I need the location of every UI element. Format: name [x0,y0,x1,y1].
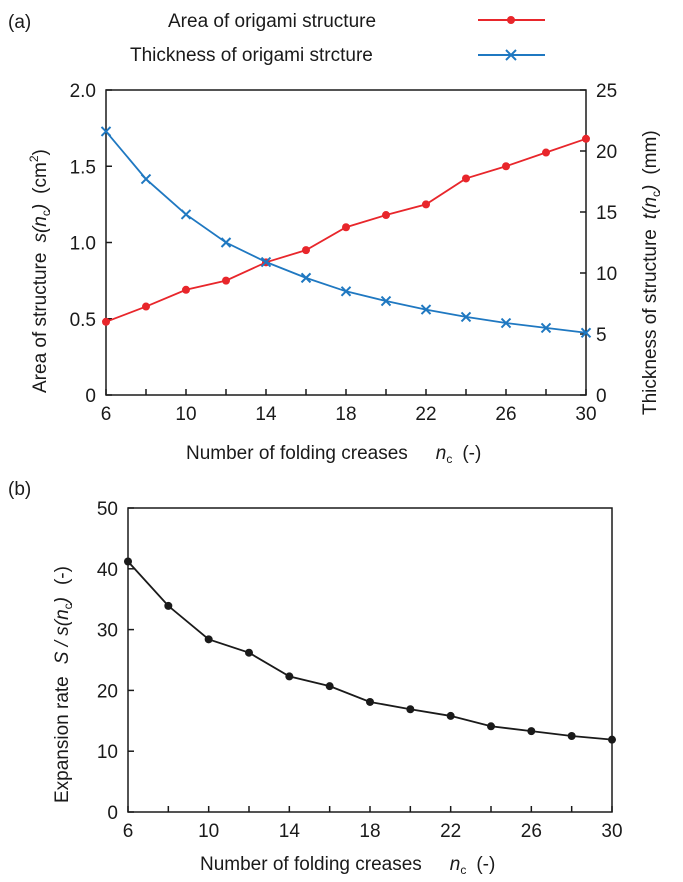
y-tick-label: 50 [97,499,118,520]
y-tick-label: 0.5 [70,310,96,331]
x-tick-label: 10 [175,404,196,425]
data-point [124,557,132,566]
legend-label-area: Area of origami structure [168,11,376,32]
data-point [340,286,352,297]
x-axis-ticks-a: 6 10 14 18 22 26 30 [101,389,597,425]
data-point [446,711,455,720]
data-point [164,601,173,610]
x-tick-label: 22 [415,404,436,425]
data-point [285,672,294,681]
legend-marker-thickness [505,49,517,61]
plot-frame-a [105,89,587,396]
y-tick-label: 10 [596,264,617,285]
y-tick-label: 30 [97,621,118,642]
data-point [500,317,512,329]
data-point [220,237,232,248]
legend-marker-area [507,16,515,24]
data-point [487,722,495,731]
y-tick-label: 20 [97,681,118,702]
y-tick-label: 2.0 [70,81,96,102]
data-point [204,635,213,644]
y-left-axis-ticks-a: 0 0.5 1.0 1.5 2.0 [70,81,112,407]
y-tick-label: 10 [97,742,118,763]
y-tick-label: 0 [596,386,607,407]
data-point [142,302,150,311]
legend-label-thickness: Thickness of origami strcture [130,45,373,66]
data-point [300,272,312,284]
y-tick-label: 1.5 [70,157,96,178]
data-point [342,223,350,232]
y-tick-label: 5 [596,325,607,346]
y-axis-label-b: Expansion rateS / s(nc)(-) [52,566,75,803]
x-tick-label: 30 [601,821,622,842]
data-point [245,648,253,657]
data-point [580,327,592,338]
y-tick-label: 20 [596,142,617,163]
data-point [527,727,536,736]
y-tick-label: 15 [596,203,617,224]
data-point [182,285,190,294]
y-right-axis-ticks-a: 0 5 10 15 20 25 [580,81,617,407]
panel-a-label: (a) [8,12,31,33]
x-tick-label: 26 [495,404,516,425]
data-point [140,173,152,185]
y-tick-label: 0 [85,386,96,407]
y-right-axis-label-a: Thickness of structuret(nc)(mm) [640,130,663,415]
data-point [302,246,310,255]
series-line [127,560,613,741]
x-tick-label: 14 [279,821,301,842]
data-point [260,256,272,268]
x-tick-label: 30 [575,404,596,425]
x-tick-label: 6 [101,404,112,425]
data-point [542,148,550,157]
data-point [567,732,576,740]
x-tick-label: 26 [521,821,542,842]
series-line [105,130,587,334]
data-point [422,200,430,209]
y-left-axis-label-a: Area of structures(nc)(cm2) [27,149,53,393]
panel-b-label: (b) [8,479,31,500]
x-axis-label-a: Number of folding creases nc (-) [186,443,481,466]
data-point [366,697,374,706]
plot-frame-b [127,507,613,813]
x-tick-label: 14 [255,404,277,425]
data-point [382,211,390,220]
series-group-a [100,126,592,338]
data-point [502,162,510,171]
y-tick-label: 25 [596,81,617,102]
data-point [325,682,334,691]
data-point [462,174,470,183]
panel-b: (b) 6 10 14 18 22 26 30 0 10 20 30 40 50 Number of … [8,479,623,877]
x-tick-label: 10 [198,821,219,842]
data-point [180,209,192,220]
x-tick-label: 6 [123,821,134,842]
x-tick-label: 22 [440,821,461,842]
x-tick-label: 18 [335,404,356,425]
data-point [222,276,230,285]
data-point [102,317,110,326]
data-point [406,705,415,714]
x-axis-label-b: Number of folding creases nc (-) [200,854,495,877]
data-point [460,311,472,323]
data-point [608,735,616,744]
y-tick-label: 0 [107,803,118,824]
y-tick-label: 1.0 [70,234,96,255]
y-axis-ticks-b: 0 10 20 30 40 50 [97,499,134,824]
series-group-b [124,557,616,744]
panel-a: (a) Area of origami structure Thickness … [8,11,663,466]
data-point [380,295,392,307]
data-point [100,126,112,137]
x-axis-ticks-b: 6 10 14 18 22 26 30 [123,806,623,842]
data-point [420,304,432,315]
legend-a: Area of origami structure Thickness of o… [130,11,545,66]
data-point [540,322,552,334]
data-point [582,134,590,143]
y-tick-label: 40 [97,560,118,581]
x-tick-label: 18 [359,821,380,842]
